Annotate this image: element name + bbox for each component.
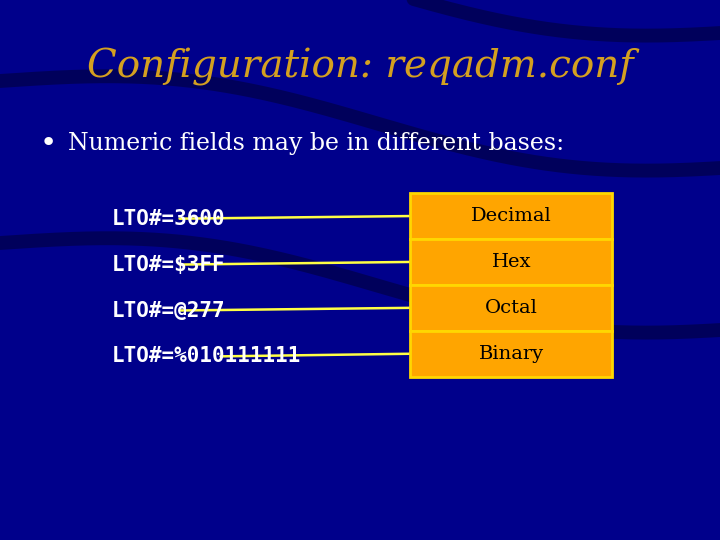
Text: LTO#=@277: LTO#=@277: [112, 300, 225, 321]
Text: Octal: Octal: [485, 299, 538, 317]
FancyBboxPatch shape: [410, 193, 612, 239]
FancyBboxPatch shape: [410, 239, 612, 285]
Text: Decimal: Decimal: [471, 207, 552, 225]
Text: LTO#=%010111111: LTO#=%010111111: [112, 346, 301, 367]
Text: Hex: Hex: [492, 253, 531, 271]
Text: Numeric fields may be in different bases:: Numeric fields may be in different bases…: [68, 132, 564, 154]
Text: •: •: [40, 129, 57, 157]
Text: Configuration: reqadm.conf: Configuration: reqadm.conf: [86, 49, 634, 86]
FancyBboxPatch shape: [410, 285, 612, 330]
Text: LTO#=$3FF: LTO#=$3FF: [112, 254, 225, 275]
Text: LTO#=3600: LTO#=3600: [112, 208, 225, 229]
Text: Binary: Binary: [479, 345, 544, 363]
FancyBboxPatch shape: [410, 330, 612, 377]
